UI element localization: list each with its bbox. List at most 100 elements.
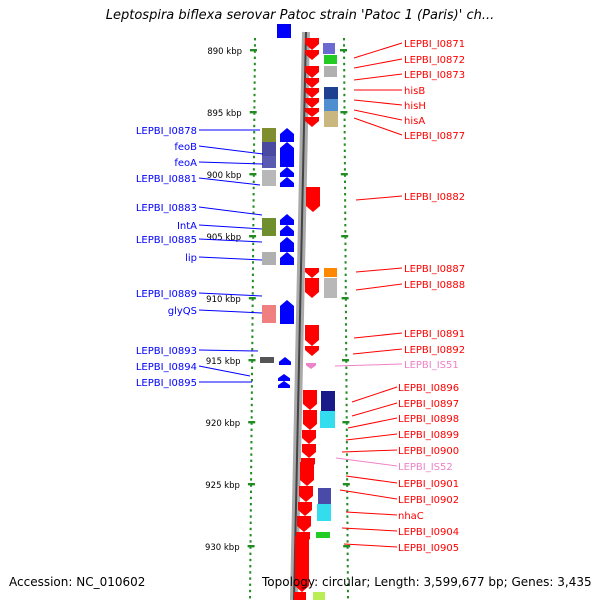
tick-dot [346, 472, 349, 475]
tick-dot [253, 137, 256, 140]
gene-labels: LEPBI_I0878 feoB feoA LEPBI_I0881 LEPBI_I088… [136, 39, 465, 554]
tick-dot [345, 410, 348, 413]
tick-dot [252, 248, 255, 252]
kbp-major-tick [340, 49, 347, 52]
left-gene-label: LEPBI_I0889 [136, 289, 197, 300]
tick-dot [251, 354, 254, 357]
kbp-major-tick [341, 297, 349, 300]
tick-dot [344, 193, 347, 196]
tick-dot [251, 279, 254, 283]
tick-dot [346, 577, 349, 580]
tick-dot [253, 56, 256, 59]
right-leader-line [335, 457, 398, 467]
tick-dot [250, 403, 253, 407]
tick-dot [344, 242, 347, 245]
tick-dot [344, 255, 347, 258]
tick-dot [346, 527, 349, 531]
right-gene-label: LEPBI_I0882 [404, 192, 465, 203]
tick-dot [252, 180, 255, 183]
tick-dot [346, 565, 349, 568]
tick-dot [342, 38, 345, 41]
tick-dot [344, 205, 347, 208]
tick-dot [346, 558, 349, 562]
forward-gene-arrow [280, 237, 294, 252]
tick-dot [345, 403, 348, 407]
tick-dot [249, 577, 252, 580]
tick-dot [345, 385, 348, 388]
kbp-major-tick [341, 235, 349, 238]
tick-dot [346, 478, 349, 481]
reverse-gene-arrow [305, 117, 319, 127]
tick-dot [252, 217, 255, 221]
left-leader-line [198, 292, 263, 297]
kbp-major-tick [340, 173, 348, 176]
left-gene-label: LEPBI_I0885 [136, 235, 197, 246]
tick-dot [345, 453, 348, 456]
tick-dot [253, 149, 256, 152]
right-leader-line [355, 267, 403, 273]
mobile-element-arrow [306, 363, 316, 369]
tick-dot [249, 509, 252, 512]
tick-dot [253, 131, 256, 134]
tick-dot [253, 112, 256, 115]
tick-dot [346, 465, 349, 469]
left-gene-label: LEPBI_I0894 [136, 362, 197, 373]
tick-dot [344, 286, 347, 289]
tick-dot [343, 162, 346, 165]
cog-box [262, 252, 276, 265]
left-leader-line [198, 256, 263, 261]
tick-dot [252, 224, 255, 227]
reverse-gene-arrow [295, 536, 309, 592]
tick-dot [345, 391, 348, 394]
right-leader-line [353, 117, 403, 136]
kbp-major-tick [249, 235, 257, 238]
tick-dot [253, 93, 256, 97]
tick-dot [250, 385, 253, 388]
tick-dot [249, 503, 252, 506]
tick-dot [249, 521, 252, 524]
tick-dot [250, 465, 253, 469]
cog-box [324, 55, 337, 64]
tick-dot [345, 348, 348, 351]
tick-dot [346, 534, 349, 537]
tick-dot [251, 304, 254, 307]
forward-gene-arrow [280, 167, 294, 177]
tick-dot [253, 124, 256, 128]
tick-dot [249, 515, 252, 518]
tick-dot [252, 211, 255, 214]
tick-dot [250, 434, 253, 438]
tick-dot [344, 317, 347, 320]
left-gene-label: LEPBI_I0895 [136, 378, 197, 389]
tick-dot [252, 193, 255, 196]
tick-dot [343, 124, 346, 128]
tick-dot [345, 335, 348, 338]
tick-dot [343, 93, 346, 97]
tick-dot [344, 273, 347, 276]
right-leader-line [339, 489, 398, 500]
tick-dot [345, 329, 348, 332]
tick-dot [343, 106, 346, 109]
tick-dot [343, 168, 346, 171]
tick-dot [250, 397, 253, 400]
tick-dot [343, 75, 346, 78]
tick-dot [346, 552, 349, 555]
reverse-gene-arrow [305, 66, 319, 78]
tick-dot [344, 267, 347, 270]
left-gene-label: LEPBI_I0881 [136, 174, 197, 185]
left-gene-label: feoA [174, 158, 197, 169]
right-leader-line [353, 73, 403, 81]
tick-dot [253, 50, 256, 53]
tick-dot [250, 410, 253, 413]
tick-dot [250, 447, 253, 450]
cog-box [262, 218, 276, 236]
tick-dot [252, 242, 255, 245]
tick-dot [343, 44, 346, 47]
tick-dot [250, 379, 253, 382]
tick-dot [252, 255, 255, 258]
tick-dot [343, 118, 346, 121]
tick-dot [251, 329, 254, 332]
left-leader-line [198, 349, 259, 352]
reverse-gene-arrow [305, 278, 319, 298]
tick-dot [346, 521, 349, 524]
tick-dot [345, 441, 348, 444]
